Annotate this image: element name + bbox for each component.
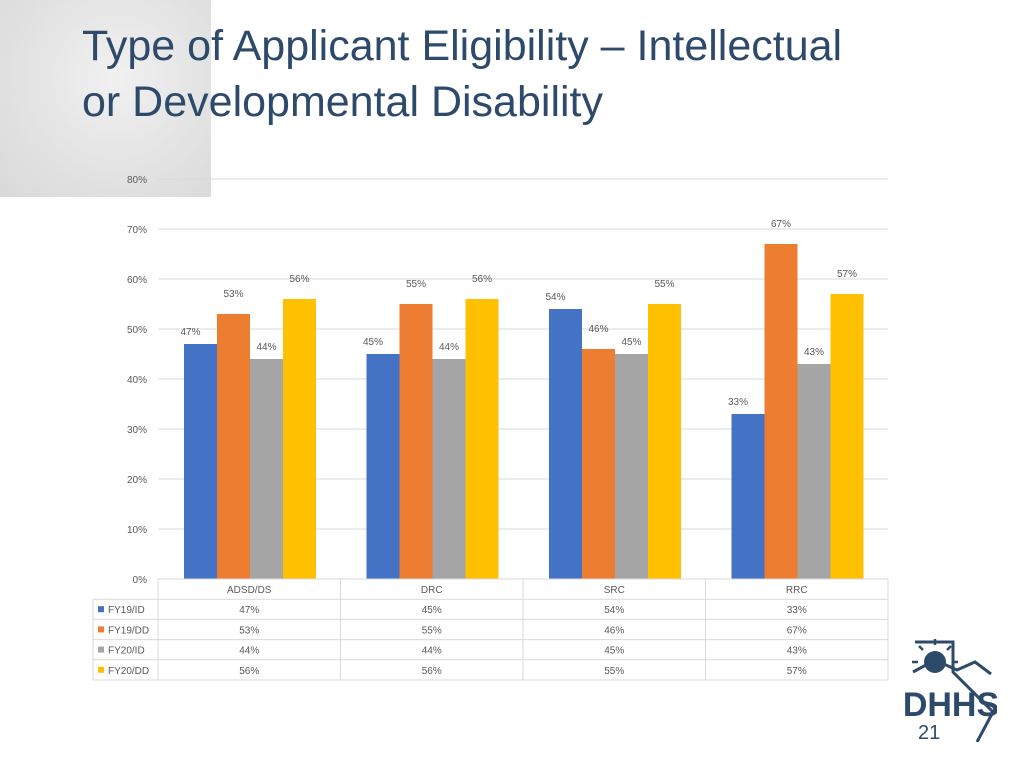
legend-label-fy19-dd: FY19/DD bbox=[108, 625, 149, 636]
table-cell: 55% bbox=[422, 625, 442, 636]
bar-fy20-id-adsd-ds bbox=[250, 359, 283, 579]
data-label: 45% bbox=[621, 337, 641, 348]
data-label: 33% bbox=[728, 397, 748, 408]
table-cell: 55% bbox=[604, 666, 624, 677]
y-tick-label-20: 20% bbox=[127, 475, 147, 486]
legend-key-fy20-dd bbox=[98, 666, 104, 673]
bar-fy19-dd-adsd-ds bbox=[217, 314, 250, 579]
table-cell: 54% bbox=[604, 605, 624, 616]
y-tick-label-60: 60% bbox=[127, 275, 147, 286]
table-cell: 45% bbox=[422, 605, 442, 616]
legend-label-fy20-id: FY20/ID bbox=[108, 646, 145, 657]
data-label: 55% bbox=[654, 279, 674, 290]
y-tick-label-30: 30% bbox=[127, 425, 147, 436]
bar-fy19-id-rrc bbox=[731, 414, 765, 579]
dhhs-logo: DHHS bbox=[903, 632, 999, 747]
table-cell: 46% bbox=[604, 625, 624, 636]
legend-key-fy19-dd bbox=[98, 626, 104, 633]
bar-fy20-dd-src bbox=[648, 304, 681, 579]
table-cell: 56% bbox=[239, 666, 259, 677]
table-cell: 44% bbox=[239, 646, 259, 657]
data-label: 46% bbox=[588, 324, 608, 335]
table-cell: 67% bbox=[787, 625, 807, 636]
data-label: 53% bbox=[223, 289, 243, 300]
x-tick-label-adsd-ds: ADSD/DS bbox=[227, 585, 272, 596]
page-title: Type of Applicant Eligibility – Intellec… bbox=[82, 18, 982, 130]
bar-fy19-id-drc bbox=[366, 354, 400, 579]
legend-key-fy19-id bbox=[98, 606, 104, 613]
legend-label-fy20-dd: FY20/DD bbox=[108, 666, 149, 677]
logo-text: DHHS bbox=[905, 686, 997, 724]
bar-fy19-dd-rrc bbox=[764, 244, 798, 579]
bar-fy20-dd-drc bbox=[465, 299, 499, 579]
x-tick-label-rrc: RRC bbox=[786, 585, 808, 596]
legend-label-fy19-id: FY19/ID bbox=[108, 605, 145, 616]
data-label: 55% bbox=[406, 279, 426, 290]
background-photo-swatch bbox=[0, 0, 211, 197]
bar-fy19-id-adsd-ds bbox=[184, 344, 217, 579]
data-label: 44% bbox=[256, 342, 276, 353]
table-cell: 53% bbox=[239, 625, 259, 636]
bar-fy19-id-src bbox=[549, 309, 582, 579]
data-label: 54% bbox=[545, 292, 565, 303]
table-cell: 57% bbox=[787, 666, 807, 677]
title-line-1: Type of Applicant Eligibility – Intellec… bbox=[82, 22, 843, 70]
data-label: 47% bbox=[180, 327, 200, 338]
y-tick-label-40: 40% bbox=[127, 375, 147, 386]
data-label: 45% bbox=[363, 337, 383, 348]
data-label: 43% bbox=[804, 347, 824, 358]
bar-fy20-id-drc bbox=[432, 359, 466, 579]
table-cell: 33% bbox=[787, 605, 807, 616]
bar-fy20-id-src bbox=[615, 354, 648, 579]
bar-fy20-dd-rrc bbox=[830, 294, 864, 579]
y-tick-label-70: 70% bbox=[127, 225, 147, 236]
page-number: 21 bbox=[918, 722, 941, 744]
y-tick-label-0: 0% bbox=[133, 575, 148, 586]
data-label: 56% bbox=[472, 274, 492, 285]
data-label: 44% bbox=[439, 342, 459, 353]
bar-fy20-id-rrc bbox=[797, 364, 831, 579]
bar-fy20-dd-adsd-ds bbox=[283, 299, 316, 579]
bar-fy19-dd-drc bbox=[399, 304, 433, 579]
x-tick-label-src: SRC bbox=[604, 585, 625, 596]
table-cell: 43% bbox=[787, 646, 807, 657]
title-line-2: or Developmental Disability bbox=[82, 78, 603, 126]
data-label: 57% bbox=[837, 269, 857, 280]
bar-fy19-dd-src bbox=[582, 349, 615, 579]
y-tick-label-80: 80% bbox=[127, 175, 147, 186]
data-label: 67% bbox=[771, 219, 791, 230]
table-cell: 44% bbox=[422, 646, 442, 657]
table-cell: 56% bbox=[422, 666, 442, 677]
y-tick-label-50: 50% bbox=[127, 325, 147, 336]
data-label: 56% bbox=[289, 274, 309, 285]
table-cell: 47% bbox=[239, 605, 259, 616]
legend-key-fy20-id bbox=[98, 646, 104, 653]
table-cell: 45% bbox=[604, 646, 624, 657]
y-tick-label-10: 10% bbox=[127, 525, 147, 536]
x-tick-label-drc: DRC bbox=[421, 585, 443, 596]
